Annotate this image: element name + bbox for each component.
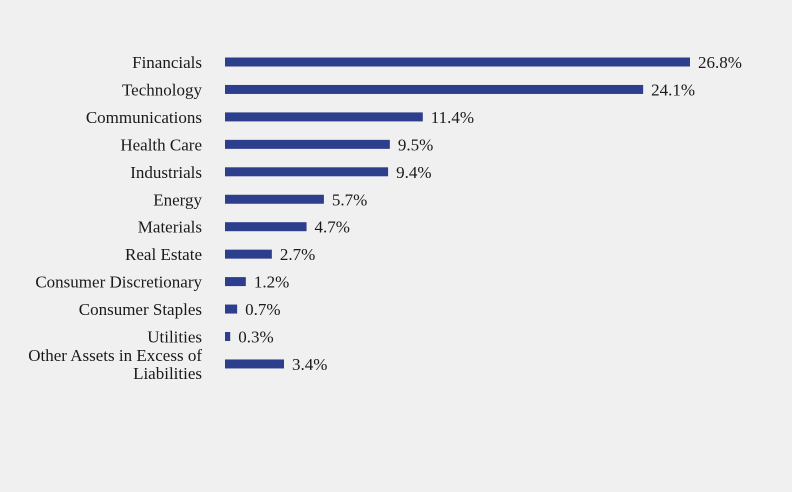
category-label-1: Technology [122,80,203,99]
bar-1 [225,84,644,94]
value-label-1: 24.1% [651,80,695,99]
category-label-0: Financials [132,53,202,72]
value-label-2: 11.4% [431,108,474,127]
value-label-10: 0.3% [238,328,273,347]
category-label-11: Other Assets in Excess of Liabilities [28,346,202,383]
bar-9 [225,304,238,314]
category-label-4: Industrials [130,163,202,182]
value-label-11: 3.4% [292,355,327,374]
category-label-10: Utilities [147,328,202,347]
category-label-7: Real Estate [125,245,202,264]
value-label-4: 9.4% [396,163,431,182]
value-label-7: 2.7% [280,245,315,264]
category-label-2: Communications [86,108,202,127]
bar-7 [225,249,272,259]
bar-10 [225,332,231,341]
value-label-6: 4.7% [315,218,350,237]
category-label-5: Energy [153,190,202,209]
value-label-3: 9.5% [398,135,433,154]
bar-8 [225,277,246,287]
value-label-9: 0.7% [245,300,280,319]
bar-0 [225,57,690,67]
bar-11 [225,359,284,369]
bar-2 [225,112,423,122]
category-label-3: Health Care [120,135,202,154]
category-label-8: Consumer Discretionary [35,273,202,292]
value-label-5: 5.7% [332,190,367,209]
category-label-6: Materials [138,218,202,237]
bar-4 [225,167,389,177]
value-label-0: 26.8% [698,53,742,72]
bar-6 [225,222,307,232]
category-label-9: Consumer Staples [79,300,202,319]
bar-3 [225,139,390,149]
bar-5 [225,194,324,204]
value-label-8: 1.2% [254,273,289,292]
